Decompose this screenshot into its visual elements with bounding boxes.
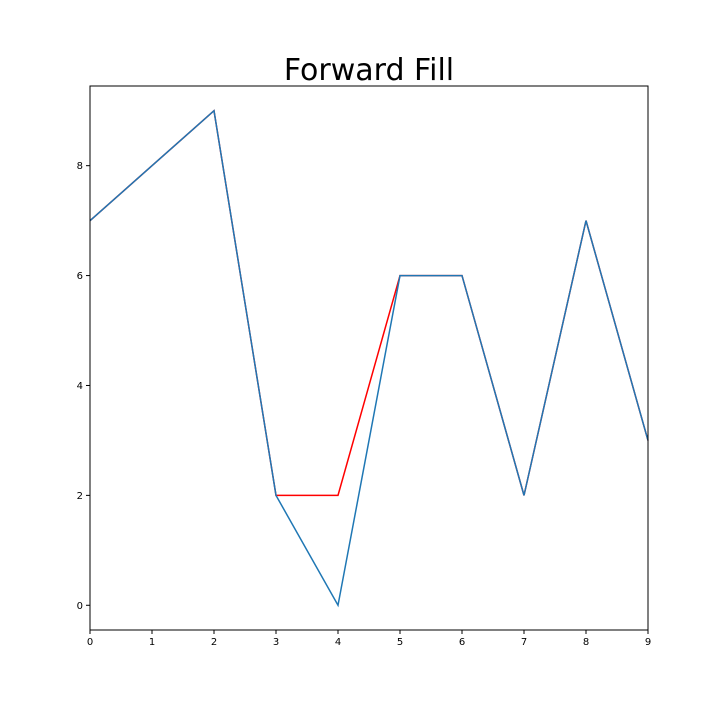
y-tick-label: 6 [77,271,83,282]
axes-layer: 0 1 2 3 4 5 6 7 8 9 0 2 4 6 8 [77,161,652,648]
x-tick-label: 0 [87,637,93,648]
x-tick-label: 2 [211,637,217,648]
x-tick-label: 3 [273,637,279,648]
x-tick-label: 1 [149,637,155,648]
x-tick-label: 4 [335,637,341,648]
y-tick-label: 4 [77,381,83,392]
y-tick-label: 0 [77,601,83,612]
x-tick-label: 7 [521,637,527,648]
x-tick-label: 9 [645,637,651,648]
x-tick-label: 5 [397,637,403,648]
series-layer [89,109,649,608]
plot-area-frame [89,85,649,631]
x-tick-label: 8 [583,637,589,648]
y-tick-label: 2 [77,491,83,502]
series-line-2 [89,109,649,608]
chart-title: Forward Fill [284,53,454,88]
y-tick-label: 8 [77,161,83,172]
x-tick-label: 6 [459,637,465,648]
